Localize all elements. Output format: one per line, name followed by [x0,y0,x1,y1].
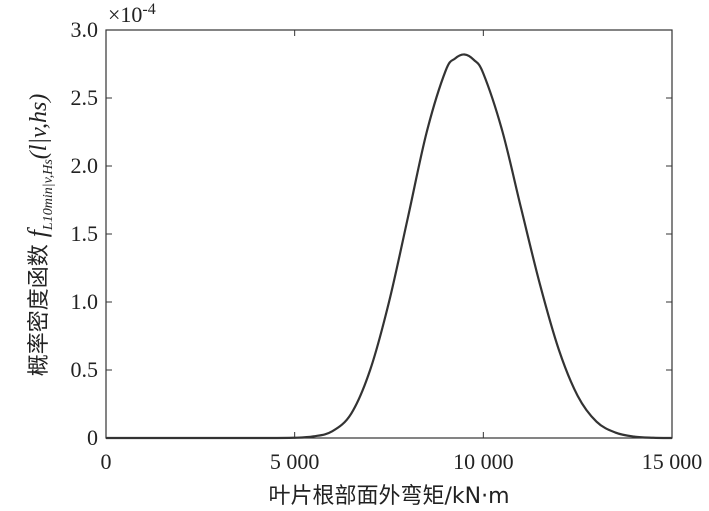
series-layer [105,53,673,440]
plot-frame [105,29,673,439]
x-tick-label: 15 000 [642,449,703,474]
x-tick-label: 10 000 [453,449,514,474]
y-tick-label: 2.0 [71,153,99,178]
y-scale-base: ×10 [108,2,142,27]
y-axis-label-main: 概率密度函数 [27,237,52,376]
y-axis-label-f: f [23,226,52,237]
y-tick-label: 0.5 [71,357,99,382]
y-axis-label: 概率密度函数 fL10min|v,Hs(l|v,hs) [23,94,56,377]
pdf-curve [105,53,673,440]
y-axis-label-sub: L10min|v,Hs [41,159,56,231]
y-scale-label: ×10-4 [108,1,156,27]
y-tick-label: 2.5 [71,85,99,110]
x-axis-label: 叶片根部面外弯矩/kN·m [268,484,509,509]
axis-ticks [105,29,673,439]
y-tick-label: 0 [87,425,98,450]
y-tick-label: 3.0 [71,17,99,42]
tick-labels: 0 5 000 10 000 15 000 0 0.5 1.0 1.5 2.0 2.5 3.0 [71,17,703,474]
x-tick-label: 5 000 [270,449,320,474]
y-axis-label-args: (l|v,hs) [26,94,52,159]
y-tick-label: 1.5 [71,221,99,246]
y-tick-label: 1.0 [71,289,99,314]
y-scale-exponent: -4 [142,1,155,18]
plot-border [105,29,673,439]
x-tick-label: 0 [101,449,112,474]
